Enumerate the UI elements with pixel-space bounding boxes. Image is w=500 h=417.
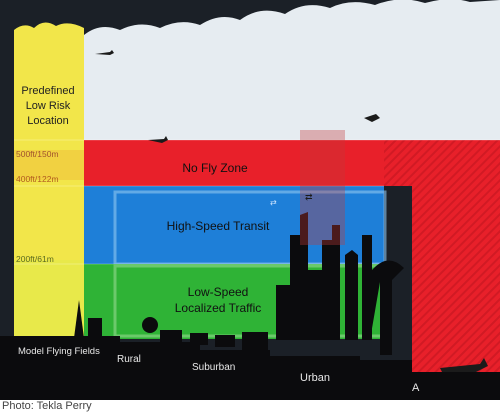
helicopter-icon bbox=[364, 114, 380, 122]
low-risk-green-tint bbox=[14, 260, 84, 340]
high-speed-transit-label: High-Speed Transit bbox=[167, 219, 270, 233]
low-risk-label-line2: Low Risk bbox=[26, 100, 71, 112]
area-label-rural: Rural bbox=[117, 354, 141, 365]
tall-building-shadow bbox=[300, 130, 345, 245]
area-label-airport: A bbox=[412, 382, 420, 394]
tree-icon bbox=[74, 300, 84, 338]
urban-skyline bbox=[276, 212, 404, 355]
suburban-house-icon bbox=[215, 335, 235, 347]
area-label-model-fields: Model Flying Fields bbox=[18, 346, 100, 357]
suburban-house-icon bbox=[160, 330, 182, 342]
no-fly-band bbox=[84, 140, 384, 186]
altitude-label-200: 200ft/61m bbox=[16, 254, 54, 264]
airspace-diagram: ⇄ ⇄ Predefined Low Risk Location 500ft/1… bbox=[0, 0, 500, 400]
airplane-ground-icon bbox=[440, 358, 488, 372]
sky bbox=[84, 0, 500, 140]
altitude-label-400: 400ft/122m bbox=[16, 174, 59, 184]
low-speed-label-line2: Localized Traffic bbox=[175, 301, 262, 315]
low-risk-label-line3: Location bbox=[27, 115, 69, 127]
low-risk-label-line1: Predefined bbox=[21, 85, 74, 97]
tree-icon bbox=[142, 317, 158, 333]
drone-icon: ⇄ bbox=[270, 198, 277, 207]
plane-icon bbox=[148, 136, 168, 143]
suburban-house-icon bbox=[242, 332, 268, 352]
low-risk-column bbox=[14, 22, 84, 340]
no-fly-zone-label: No Fly Zone bbox=[182, 161, 248, 175]
ground bbox=[0, 336, 500, 400]
rural-house-icon bbox=[88, 318, 102, 338]
low-risk-overlap-band bbox=[14, 150, 84, 180]
area-label-urban: Urban bbox=[300, 372, 330, 384]
altitude-label-500: 500ft/150m bbox=[16, 149, 59, 159]
photo-credit: Photo: Tekla Perry bbox=[2, 400, 92, 412]
low-speed-label-line1: Low-Speed bbox=[188, 285, 249, 299]
plane-icon bbox=[95, 50, 114, 55]
suburban-house-icon bbox=[190, 333, 208, 345]
area-label-suburban: Suburban bbox=[192, 362, 235, 373]
drone-icon: ⇄ bbox=[305, 192, 313, 202]
